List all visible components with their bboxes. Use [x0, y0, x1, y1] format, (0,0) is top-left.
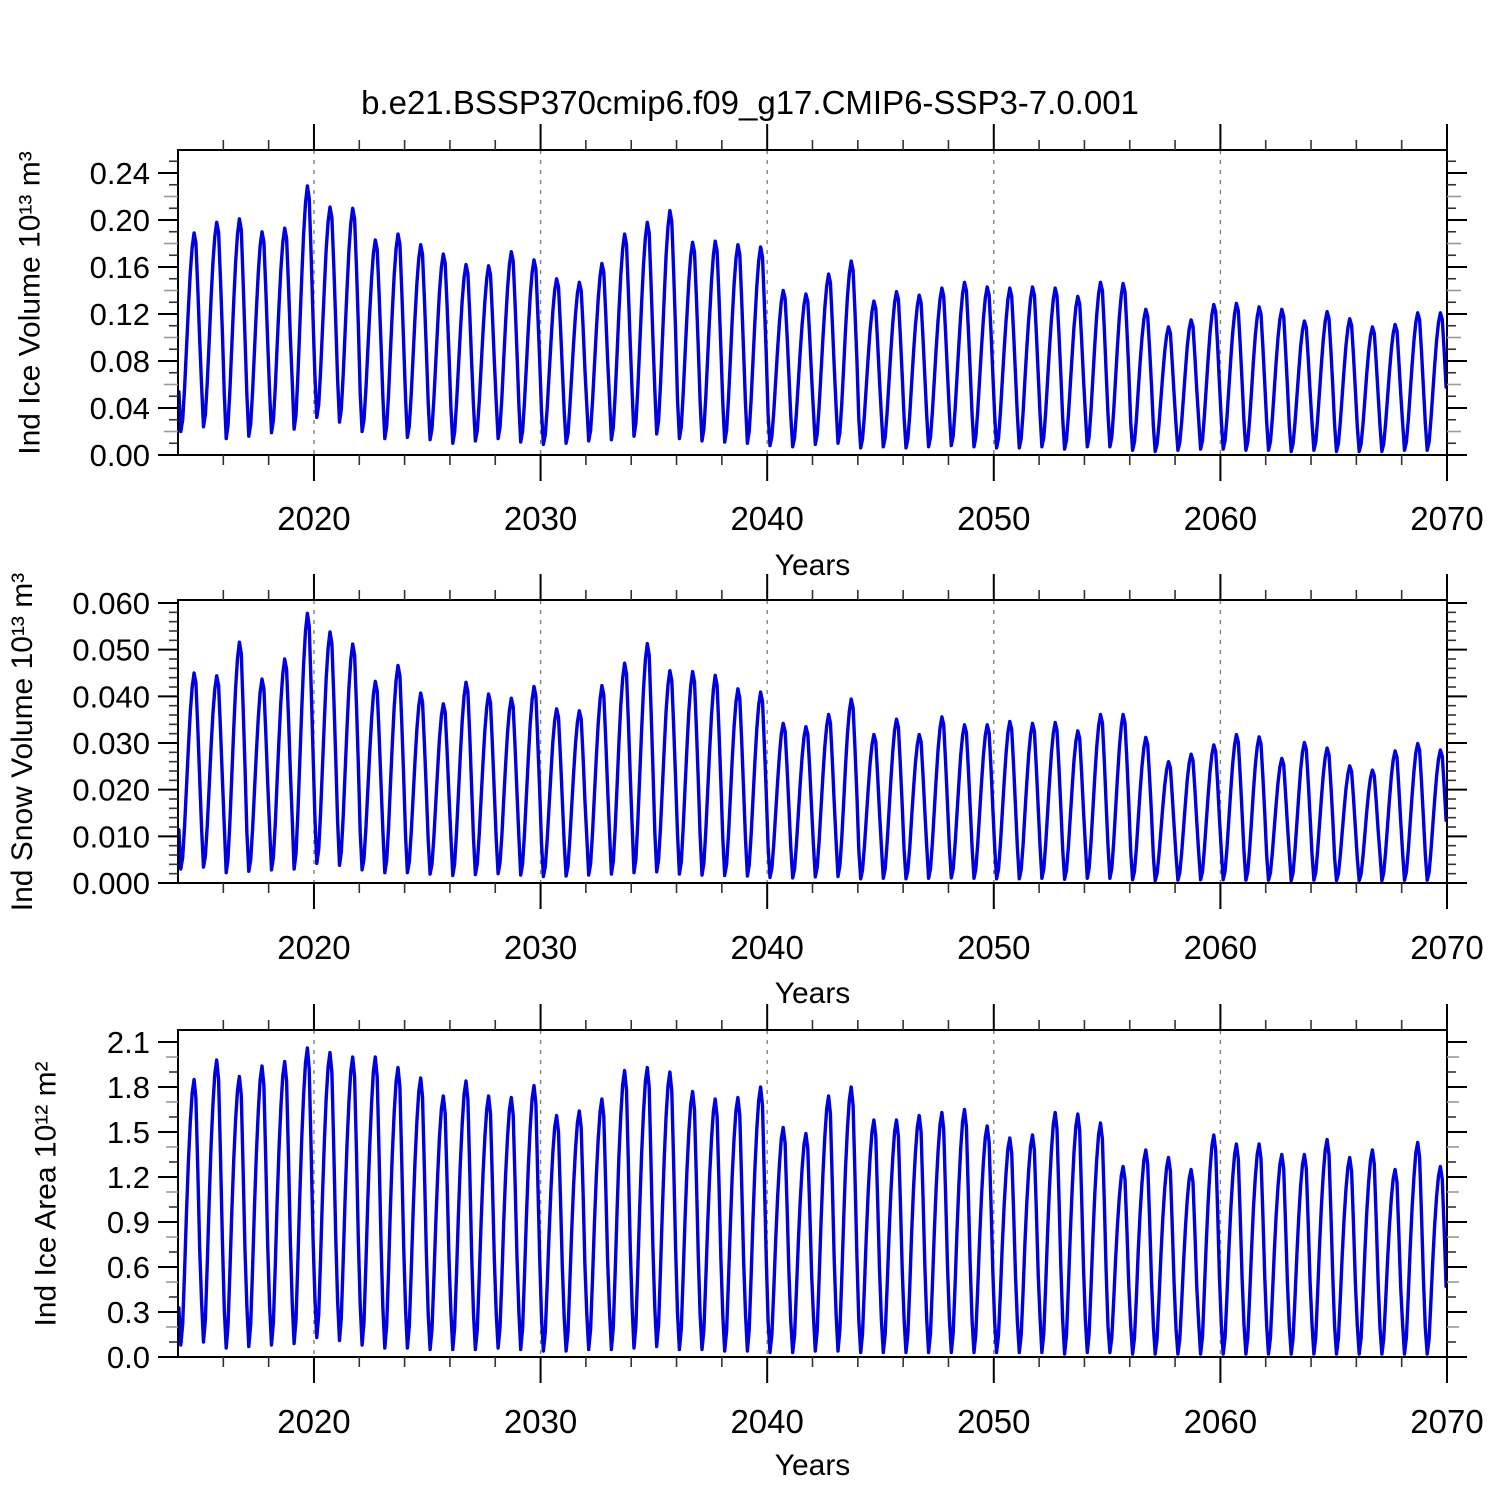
x-axis-tick-label: 2060 [1184, 929, 1257, 966]
y-axis-tick-label: 0.6 [107, 1250, 150, 1285]
y-axis-tick-label: 0.12 [90, 297, 150, 332]
x-axis-tick-label: 2070 [1410, 1403, 1483, 1440]
x-axis-tick-label: 2030 [504, 1403, 577, 1440]
y-axis-tick-label: 1.5 [107, 1115, 150, 1150]
x-axis-tick-label: 2060 [1184, 500, 1257, 537]
y-axis-tick-label: 0.3 [107, 1295, 150, 1330]
x-axis-tick-label: 2020 [277, 500, 350, 537]
x-axis-tick-label: 2020 [277, 1403, 350, 1440]
x-axis-tick-label: 2020 [277, 929, 350, 966]
chart-title: b.e21.BSSP370cmip6.f09_g17.CMIP6-SSP3-7.… [361, 84, 1139, 121]
x-axis-title-years-panel3: Years [774, 1449, 851, 1482]
y-axis-tick-label: 0.050 [72, 633, 150, 668]
x-axis-tick-label: 2040 [730, 500, 803, 537]
y-axis-tick-label: 0.010 [72, 819, 150, 854]
x-axis-tick-label: 2030 [504, 929, 577, 966]
series-line-snow-volume [177, 611, 1448, 883]
y-axis-tick-label: 1.8 [107, 1070, 150, 1105]
x-axis-tick-label: 2050 [957, 929, 1030, 966]
y-axis-tick-label: 1.2 [107, 1160, 150, 1195]
y-axis-tick-label: 0.0 [107, 1340, 150, 1375]
y-axis-tick-label: 0.16 [90, 250, 150, 285]
x-axis-tick-label: 2070 [1410, 500, 1483, 537]
x-axis-tick-label: 2040 [730, 929, 803, 966]
x-axis-tick-label: 2030 [504, 500, 577, 537]
y-axis-tick-label: 0.24 [90, 156, 150, 191]
series-line-ice-volume [177, 184, 1448, 454]
x-axis-tick-label: 2050 [957, 500, 1030, 537]
x-axis-tick-label: 2070 [1410, 929, 1483, 966]
x-axis-tick-label: 2060 [1184, 1403, 1257, 1440]
y-axis-tick-label: 0.08 [90, 344, 150, 379]
y-axis-tick-label: 0.9 [107, 1205, 150, 1240]
x-axis-tick-label: 2040 [730, 1403, 803, 1440]
y-axis-tick-label: 0.04 [90, 391, 150, 426]
y-axis-tick-label: 0.00 [90, 438, 150, 473]
x-axis-tick-label: 2050 [957, 1403, 1030, 1440]
x-axis-title-years-panel1: Years [774, 549, 851, 582]
y-axis-tick-label: 0.20 [90, 203, 150, 238]
y-axis-tick-label: 0.000 [72, 866, 150, 901]
y-axis-tick-label: 2.1 [107, 1025, 150, 1060]
y-axis-tick-label: 0.060 [72, 586, 150, 621]
series-line-ice-area [177, 1046, 1448, 1356]
y-axis-tick-label: 0.020 [72, 773, 150, 808]
x-axis-title-years-panel2: Years [774, 977, 851, 1010]
y-axis-tick-label: 0.040 [72, 679, 150, 714]
y-axis-tick-label: 0.030 [72, 726, 150, 761]
